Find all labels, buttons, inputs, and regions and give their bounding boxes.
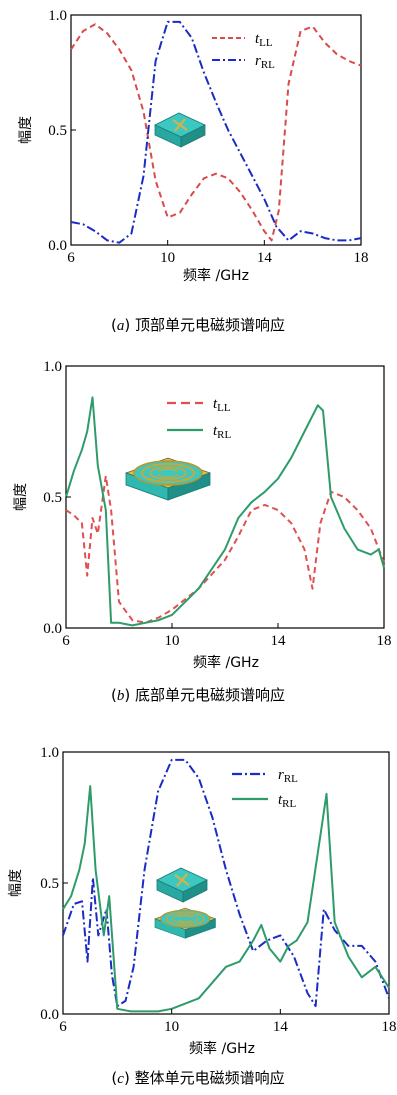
series-line-r-rl [70,20,362,244]
series-line-r-rl [62,758,390,1008]
legend-label-t-ll: t [213,396,218,412]
panel-b-ticks: 6 10 14 18 0.0 0.5 1.0 [43,359,391,649]
y-tick-label: 0.0 [43,621,62,637]
panel-b-xlabel: 频率 /GHz [193,654,259,671]
top-unit-icon [153,111,207,149]
top-unit-icon [155,866,209,904]
panel-c-ticks: 6 10 14 18 0.0 0.5 1.0 [40,745,396,1035]
svg-text:tRL: tRL [278,792,297,810]
panel-c: 6 10 14 180.00.51.0 幅度 频率 /GHz rRL tRL (c) … [8,745,397,1087]
panel-c-marks [62,758,390,1013]
panel-a-ylabel: 幅度 [18,116,34,144]
x-tick-label: 10 [165,633,180,649]
svg-text:rRL: rRL [255,53,275,71]
x-tick-label: 18 [382,1019,397,1035]
svg-text:rRL: rRL [278,767,298,785]
series-line-t-rl [65,396,385,627]
panel-c-plot-frame [62,751,390,1015]
legend-sub-t-ll: LL [217,402,231,414]
panel-a-legend: tLL rRL [212,31,275,71]
y-tick-label: 1.0 [40,745,59,761]
legend-sub-t-rl: RL [282,798,296,810]
panel-a-xlabel: 频率 /GHz [183,267,249,284]
legend-label-r-rl: r [255,53,261,69]
legend-sub-t-rl: RL [217,429,231,441]
x-tick-label: 6 [67,250,75,266]
panel-b: 6 10 14 180.00.51.0 幅度 频率 /GHz tLL tRL (b) … [13,359,392,704]
legend-label-t-ll: t [255,31,260,47]
legend-label-r-rl: r [278,767,284,783]
y-tick-label: 0.0 [48,238,67,254]
y-tick-label: 0.5 [48,123,67,139]
y-tick-label: 1.0 [43,359,62,375]
y-tick-label: 0.5 [40,876,59,892]
svg-text:tRL: tRL [213,423,232,441]
panel-a-ticks: 6 10 14 18 0.0 0.5 1.0 [48,8,368,266]
legend-sub-r-rl: RL [261,59,275,71]
svg-text:tLL: tLL [213,396,231,414]
legend-label-t-rl: t [213,423,218,439]
svg-text:tLL: tLL [255,31,273,49]
panel-b-ylabel: 幅度 [13,483,29,511]
panel-a-marks [70,20,362,244]
y-tick-label: 0.0 [40,1007,59,1023]
panel-a-caption: (a) 顶部单元电磁频谱响应 [111,316,285,334]
panel-b-marks [65,396,385,627]
x-tick-label: 6 [59,1019,67,1035]
x-tick-label: 14 [257,250,273,266]
bottom-unit-icon [125,457,211,501]
legend-label-t-rl: t [278,792,283,808]
series-line-t-ll [65,475,385,624]
x-tick-label: 10 [160,250,175,266]
panel-c-caption: (c) 整体单元电磁频谱响应 [111,1069,284,1087]
panel-c-legend: rRL tRL [232,767,298,810]
y-tick-label: 1.0 [48,8,67,24]
x-tick-label: 14 [273,1019,289,1035]
series-line-t-rl [62,785,390,1013]
bottom-unit-icon [154,907,217,939]
x-tick-label: 6 [62,633,70,649]
series-line-t-ll [70,23,362,242]
y-tick-label: 0.5 [43,490,62,506]
x-tick-label: 14 [271,633,287,649]
panel-c-xlabel: 频率 /GHz [189,1040,255,1057]
legend-sub-t-ll: LL [259,37,273,49]
legend-sub-r-rl: RL [284,773,298,785]
x-tick-label: 18 [377,633,392,649]
x-tick-label: 10 [164,1019,179,1035]
panel-b-legend: tLL tRL [167,396,232,441]
panel-a-plot-frame [70,14,362,246]
panel-a: 6 10 14 18 0.0 0.5 1.0 幅度 频率 /GHz tLL rRL (a) … [18,8,369,334]
panel-c-ylabel: 幅度 [8,869,24,897]
x-tick-label: 18 [354,250,369,266]
panel-b-caption: (b) 底部单元电磁频谱响应 [111,686,285,704]
